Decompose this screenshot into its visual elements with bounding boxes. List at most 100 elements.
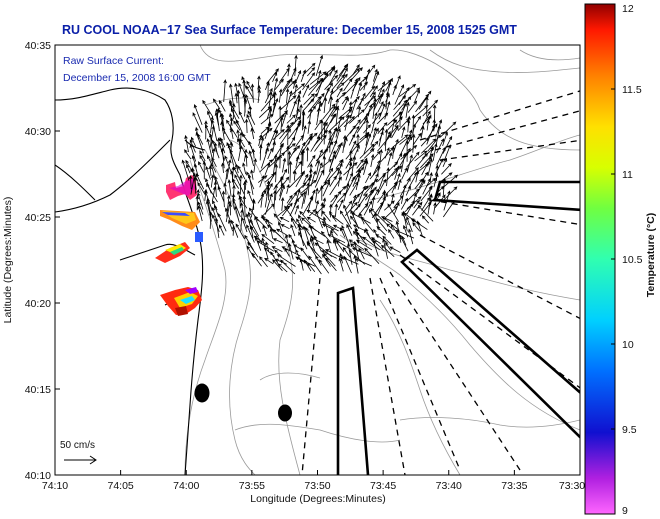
current-arrow — [303, 259, 312, 272]
current-arrow — [279, 184, 285, 201]
current-arrow — [335, 106, 340, 126]
current-arrow — [389, 246, 401, 253]
current-arrow — [337, 199, 344, 211]
current-arrow — [323, 113, 336, 134]
current-arrow — [300, 151, 304, 173]
current-arrow — [243, 97, 248, 117]
current-arrow — [264, 87, 273, 104]
current-arrow — [407, 188, 420, 202]
current-arrow — [329, 203, 333, 218]
current-arrow — [418, 90, 432, 110]
x-tick-label: 73:35 — [501, 480, 527, 492]
current-arrow — [356, 97, 364, 110]
current-arrow — [362, 236, 380, 251]
current-arrow — [300, 69, 306, 83]
current-arrow — [364, 85, 376, 100]
current-arrow — [212, 98, 221, 110]
current-arrow — [279, 128, 292, 145]
current-arrow — [405, 101, 410, 118]
current-arrow — [427, 158, 433, 176]
current-arrow — [399, 234, 409, 252]
current-arrow — [322, 121, 327, 145]
current-arrow — [227, 179, 232, 197]
current-arrow — [241, 216, 248, 233]
colorbar-tick-label: 9 — [622, 505, 628, 517]
current-arrow — [250, 83, 255, 103]
current-arrow — [343, 182, 350, 202]
current-arrow — [325, 257, 337, 271]
current-arrow — [221, 162, 225, 173]
radar-beams — [336, 180, 580, 475]
current-arrow — [360, 216, 374, 232]
current-arrow — [426, 124, 435, 145]
current-arrow — [314, 169, 324, 188]
current-arrow — [336, 73, 348, 89]
current-arrow — [282, 157, 287, 173]
current-arrow — [315, 162, 323, 182]
current-arrow — [408, 228, 414, 245]
current-arrow — [242, 195, 247, 218]
current-arrow — [385, 91, 390, 110]
current-arrow — [257, 88, 261, 104]
current-arrow — [206, 138, 213, 159]
current-arrow — [352, 224, 365, 231]
current-arrow — [321, 158, 333, 169]
current-arrow — [433, 173, 439, 188]
current-arrow — [273, 113, 285, 133]
current-arrow — [259, 256, 268, 268]
current-arrow — [310, 136, 321, 152]
current-arrow — [370, 153, 375, 168]
current-arrow — [414, 152, 429, 169]
current-arrow — [345, 108, 353, 117]
current-arrow — [192, 112, 203, 133]
current-arrow — [296, 94, 301, 117]
current-arrow — [384, 100, 391, 120]
colorbar-ticks: 12 11.5 11 10.5 10 9.5 9 — [611, 3, 643, 517]
current-arrow — [217, 186, 225, 202]
current-arrow — [375, 233, 388, 244]
current-arrow — [349, 149, 353, 166]
current-arrow — [314, 134, 327, 152]
current-arrow — [260, 113, 274, 125]
current-arrow — [354, 258, 372, 267]
current-arrow — [302, 98, 315, 112]
current-arrow — [190, 172, 196, 195]
current-arrow — [234, 82, 239, 97]
current-arrow — [300, 247, 311, 261]
chart-title: RU COOL NOAA−17 Sea Surface Temperature:… — [62, 23, 517, 37]
current-arrow — [253, 157, 257, 173]
current-arrow — [414, 89, 420, 103]
current-arrow — [274, 156, 280, 166]
current-arrow — [327, 234, 346, 244]
current-arrow — [230, 219, 239, 238]
current-arrow — [434, 158, 444, 176]
current-arrow — [266, 180, 271, 201]
current-arrow — [199, 154, 207, 166]
current-arrow — [295, 170, 305, 188]
current-arrow — [239, 174, 243, 195]
current-arrow — [420, 125, 425, 139]
current-arrow — [343, 115, 355, 128]
current-arrow — [264, 257, 274, 265]
current-arrow — [206, 183, 218, 203]
colorbar-tick-label: 10.5 — [622, 254, 643, 266]
current-arrow — [321, 210, 331, 222]
colorbar-tick-label: 11 — [622, 169, 633, 181]
current-arrow — [235, 163, 239, 174]
current-arrow — [323, 141, 334, 154]
current-arrow — [324, 167, 334, 183]
colorbar-label: Temperature (°C) — [645, 213, 657, 298]
current-arrow — [441, 172, 453, 182]
current-arrow — [295, 141, 306, 162]
current-arrow — [284, 205, 297, 225]
current-arrow — [243, 148, 248, 162]
current-arrow — [422, 177, 431, 195]
current-arrow — [301, 148, 305, 166]
current-arrow — [277, 263, 288, 273]
current-arrow — [411, 114, 416, 138]
current-arrow — [316, 159, 321, 175]
current-arrow — [343, 137, 348, 148]
colorbar-tick-label: 11.5 — [622, 84, 642, 96]
current-arrow — [322, 103, 336, 120]
current-arrow — [406, 151, 420, 168]
